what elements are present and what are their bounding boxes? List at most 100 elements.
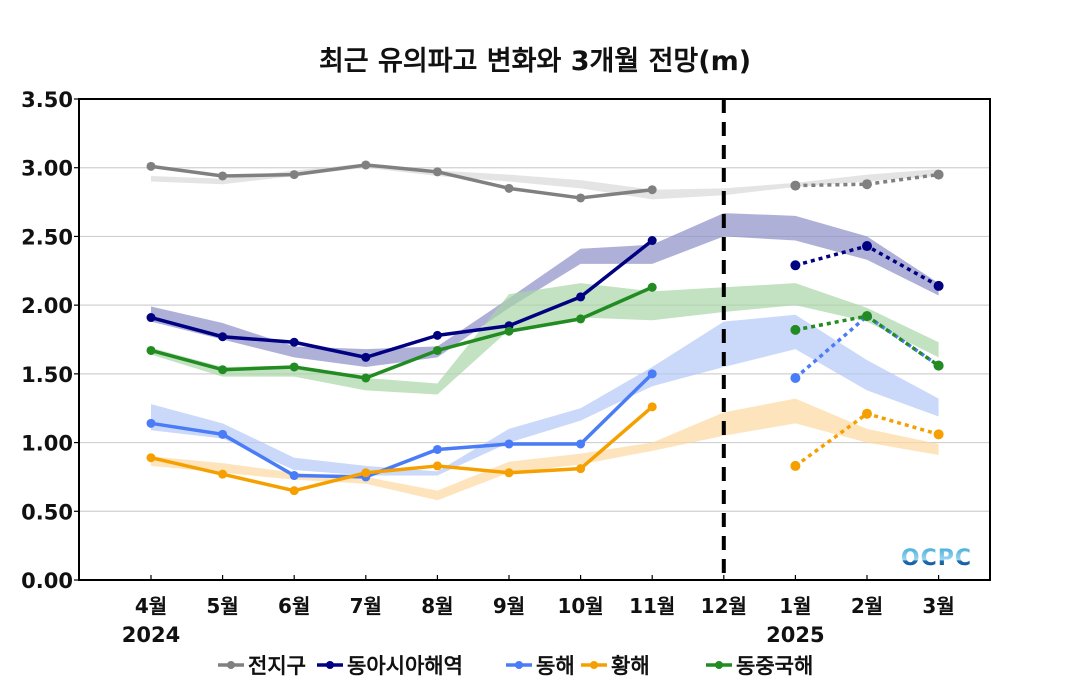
observed-point bbox=[146, 345, 156, 355]
forecast-point bbox=[933, 360, 944, 371]
x-tick-label: 12월 bbox=[701, 594, 747, 618]
band-황해 bbox=[151, 398, 939, 501]
year-label: 2025 bbox=[766, 623, 824, 647]
forecast-point bbox=[862, 311, 872, 322]
forecast-point bbox=[933, 169, 944, 180]
x-tick-label: 6월 bbox=[278, 594, 310, 618]
observed-line-동해 bbox=[150, 372, 654, 479]
legend-label: 동해 bbox=[536, 654, 575, 678]
year-label: 2024 bbox=[122, 623, 180, 647]
forecast-point bbox=[933, 429, 944, 440]
band-동해 bbox=[151, 314, 939, 476]
observed-point bbox=[432, 330, 442, 340]
forecast-bands bbox=[151, 163, 939, 501]
observed-point bbox=[576, 314, 586, 324]
observed-point bbox=[432, 461, 442, 471]
legend-swatch-marker bbox=[590, 661, 598, 669]
y-tick-label: 0.50 bbox=[21, 500, 73, 524]
observed-point bbox=[432, 444, 442, 454]
y-tick-label: 2.50 bbox=[21, 225, 73, 249]
x-tick-label: 3월 bbox=[922, 594, 954, 618]
y-tick-label: 3.50 bbox=[21, 88, 73, 112]
x-tick-label: 8월 bbox=[421, 594, 453, 618]
observed-point bbox=[504, 439, 514, 449]
observed-point bbox=[647, 185, 657, 195]
observed-point bbox=[289, 471, 299, 481]
observed-point bbox=[504, 468, 514, 478]
observed-point bbox=[647, 236, 657, 246]
x-tick-label: 5월 bbox=[206, 594, 238, 618]
forecast-point bbox=[790, 324, 801, 335]
observed-point bbox=[576, 464, 586, 474]
observed-point bbox=[218, 171, 228, 181]
observed-point bbox=[361, 373, 371, 383]
legend-swatch-marker bbox=[227, 661, 235, 669]
observed-point bbox=[647, 369, 657, 379]
y-tick-label: 0.00 bbox=[21, 569, 73, 593]
forecast-point bbox=[862, 241, 872, 252]
chart-title: 최근 유의파고 변화와 3개월 전망(m) bbox=[319, 46, 751, 77]
forecast-point bbox=[790, 180, 801, 191]
forecast-point bbox=[790, 460, 801, 471]
forecast-point bbox=[933, 280, 944, 291]
observed-point bbox=[146, 418, 156, 428]
observed-point bbox=[504, 183, 514, 193]
y-tick-label: 2.00 bbox=[21, 294, 73, 318]
observed-point bbox=[576, 193, 586, 203]
observed-point bbox=[361, 160, 371, 170]
observed-point bbox=[289, 170, 299, 180]
forecast-point bbox=[790, 260, 801, 271]
y-tick-label: 1.00 bbox=[21, 432, 73, 456]
observed-point bbox=[146, 161, 156, 171]
legend-label: 동아시아해역 bbox=[347, 654, 463, 678]
observed-point bbox=[647, 282, 657, 292]
plot-frame bbox=[78, 98, 991, 581]
legend-swatch-marker bbox=[515, 661, 523, 669]
observed-point bbox=[218, 469, 228, 479]
band-전지구 bbox=[151, 163, 939, 200]
legend-label: 황해 bbox=[611, 654, 650, 678]
observed-point bbox=[504, 326, 514, 336]
observed-point bbox=[576, 439, 586, 449]
observed-point bbox=[218, 332, 228, 342]
observed-point bbox=[647, 402, 657, 412]
legend-swatch-marker bbox=[326, 661, 334, 669]
x-tick-label: 2월 bbox=[851, 594, 883, 618]
observed-point bbox=[289, 486, 299, 496]
legend-item: 동해 bbox=[506, 654, 575, 678]
legend-label: 동중국해 bbox=[736, 654, 813, 678]
x-tick-label: 9월 bbox=[493, 594, 525, 618]
observed-point bbox=[289, 362, 299, 372]
legend-item: 황해 bbox=[581, 654, 650, 678]
legend-item: 동아시아해역 bbox=[317, 654, 463, 678]
legend-swatch-marker bbox=[715, 661, 723, 669]
y-axis: 0.00 0.50 1.00 1.50 2.00 2.50 3.00 3.50 bbox=[21, 88, 79, 593]
observed-point bbox=[361, 352, 371, 362]
legend-item: 전지구 bbox=[218, 654, 306, 678]
forecast-point bbox=[790, 372, 801, 383]
band-동중국해 bbox=[151, 283, 939, 395]
observed-point bbox=[432, 167, 442, 177]
observed-point bbox=[361, 468, 371, 478]
observed-line-황해 bbox=[150, 405, 654, 493]
x-tick-label: 11월 bbox=[629, 594, 675, 618]
observed-point bbox=[432, 345, 442, 355]
observed-point bbox=[218, 365, 228, 375]
x-axis: 4월 5월 6월 7월 8월 9월 10월 11월 12월 1월 2월 3월 2024 2025 bbox=[122, 575, 955, 647]
y-tick-label: 1.50 bbox=[21, 363, 73, 387]
legend: 전지구 동아시아해역 동해 황해 동중국해 bbox=[218, 654, 813, 678]
forecast-point bbox=[862, 408, 872, 419]
observed-point bbox=[289, 337, 299, 347]
forecast-point bbox=[862, 179, 872, 190]
series-lines bbox=[146, 160, 944, 496]
observed-point bbox=[218, 429, 228, 439]
observed-line-동중국해 bbox=[150, 285, 653, 380]
ocpc-logo-text: OCPC bbox=[901, 546, 972, 571]
y-tick-label: 3.00 bbox=[21, 157, 73, 181]
legend-label: 전지구 bbox=[248, 654, 306, 678]
observed-point bbox=[576, 292, 586, 302]
observed-point bbox=[146, 313, 156, 323]
ocpc-logo: OCPC bbox=[901, 546, 972, 571]
x-tick-label: 1월 bbox=[779, 594, 811, 618]
